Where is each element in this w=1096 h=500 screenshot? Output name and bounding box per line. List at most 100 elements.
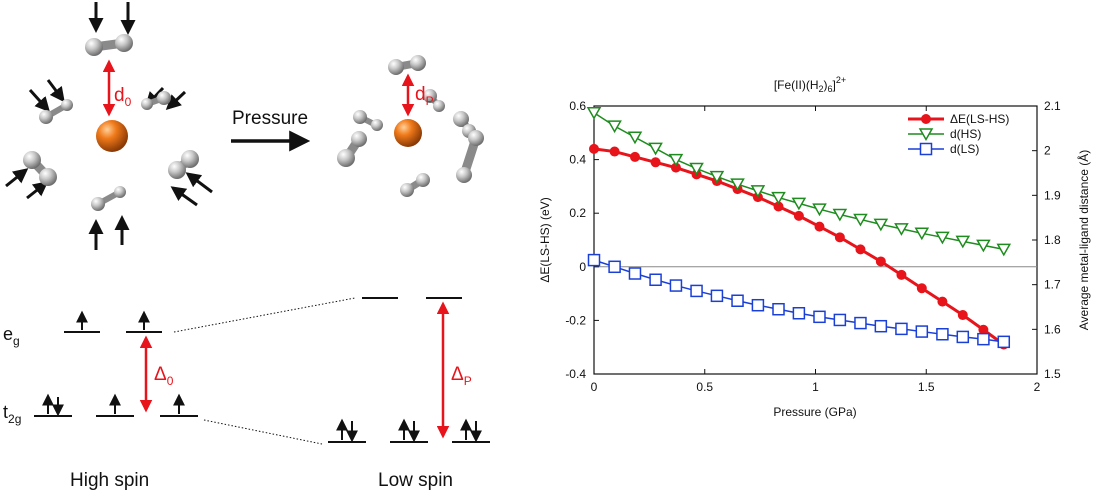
data-point	[650, 157, 661, 168]
data-point	[895, 322, 908, 336]
data-point	[587, 253, 601, 267]
data-point	[608, 260, 621, 274]
data-point	[833, 313, 847, 327]
data-point	[874, 319, 888, 333]
dP-label: dP	[415, 84, 434, 108]
data-point	[710, 289, 724, 303]
y-left-tick-label: 0.4	[569, 153, 586, 167]
data-point	[731, 294, 744, 307]
chart-title: [Fe(II)(H2)6]2+	[774, 75, 846, 94]
h2-ligand	[168, 150, 199, 179]
y-right-tick-label: 1.6	[1044, 322, 1061, 336]
data-point	[709, 170, 725, 184]
eg-label: eg	[3, 324, 20, 348]
data-point	[812, 203, 827, 217]
data-point	[607, 120, 622, 134]
legend-entry: d(LS)	[908, 142, 979, 156]
y-left-tick-label: -0.4	[565, 367, 586, 381]
deltaP-label: ΔP	[451, 364, 472, 388]
h2-ligand	[85, 34, 133, 56]
y-right-tick-label: 1.7	[1044, 278, 1061, 292]
h2-ligand	[423, 89, 445, 112]
h2-ligand	[453, 111, 484, 183]
pressure-label: Pressure	[232, 108, 308, 129]
data-point	[627, 131, 643, 145]
compression-arrows	[5, 2, 213, 250]
series-line	[593, 112, 1004, 251]
data-point	[918, 128, 934, 142]
data-point	[751, 298, 765, 312]
data-point	[609, 146, 620, 157]
data-point	[896, 269, 907, 280]
data-point	[855, 244, 866, 255]
series-triangle-down	[586, 106, 1012, 257]
data-point	[649, 273, 662, 287]
low-spin-complex: dP	[337, 55, 484, 197]
fe-atom	[96, 120, 128, 152]
data-point	[793, 210, 804, 221]
high-spin-complex: d0	[5, 2, 213, 250]
data-point	[772, 302, 785, 316]
y-right-tick-label: 1.8	[1044, 233, 1061, 247]
data-point	[854, 316, 867, 330]
series-layer	[586, 106, 1012, 350]
pressure-chart: [Fe(II)(H2)6]2+ 0 0.5 1 1.5 20.60.40.20-0.2-…	[538, 75, 1091, 419]
data-point	[832, 208, 848, 222]
data-point	[853, 213, 868, 227]
h2-ligand	[141, 91, 171, 110]
y-axis-label-right: Average metal-ligand distance (Å)	[1076, 150, 1091, 331]
x-tick-label: 0	[591, 380, 598, 394]
h2-ligand	[353, 110, 383, 131]
h2-ligand	[23, 151, 57, 186]
y-right-tick-label: 2	[1044, 144, 1051, 158]
data-point	[921, 114, 931, 124]
h2-ligand	[337, 131, 367, 167]
x-tick-label: 2	[1034, 380, 1041, 394]
fe-atom	[394, 119, 422, 147]
data-point	[834, 232, 845, 243]
data-point	[771, 191, 786, 205]
data-point	[996, 243, 1012, 257]
data-point	[935, 231, 950, 245]
data-point	[648, 142, 663, 156]
t2g-label: t2g	[3, 402, 21, 426]
y-left-tick-label: 0.2	[569, 206, 586, 220]
data-point	[894, 223, 909, 236]
h2-ligand	[400, 173, 430, 197]
data-point	[813, 310, 826, 324]
x-tick-label: 0.5	[696, 380, 713, 394]
data-point	[936, 327, 949, 341]
x-tick-label: 1.5	[918, 380, 935, 394]
data-point	[791, 197, 807, 211]
data-point	[792, 307, 806, 320]
data-point	[875, 256, 886, 267]
energy-level-diagram: eg t2g	[3, 297, 490, 491]
data-point	[669, 279, 683, 292]
x-axis-label: Pressure (GPa)	[773, 405, 856, 419]
delta0-label: Δ0	[154, 364, 174, 388]
data-point	[997, 335, 1011, 349]
legend-entry: ΔE(LS-HS)	[908, 112, 1009, 126]
y-axis-label-left: ΔE(LS-HS) (eV)	[538, 197, 552, 282]
series-circle	[589, 143, 1009, 350]
legend-label: d(HS)	[950, 127, 981, 141]
h2-ligand	[39, 99, 73, 124]
data-point	[730, 178, 745, 192]
data-point	[956, 330, 970, 344]
data-point	[976, 239, 991, 253]
d0-label: d0	[114, 85, 132, 109]
legend-label: d(LS)	[950, 142, 979, 156]
legend-entry: d(HS)	[908, 127, 981, 142]
y-left-tick-label: -0.2	[565, 313, 586, 327]
legend-label: ΔE(LS-HS)	[950, 112, 1009, 126]
y-right-tick-label: 1.5	[1044, 367, 1061, 381]
data-point	[937, 296, 948, 307]
data-point	[586, 106, 602, 120]
legend: ΔE(LS-HS)d(HS)d(LS)	[908, 112, 1009, 156]
data-point	[628, 267, 642, 280]
h2-ligand	[91, 186, 126, 211]
y-left-tick-label: 0.6	[569, 99, 586, 113]
h2-ligand	[388, 55, 426, 75]
x-tick-label: 1	[812, 380, 819, 394]
data-point	[629, 151, 640, 162]
